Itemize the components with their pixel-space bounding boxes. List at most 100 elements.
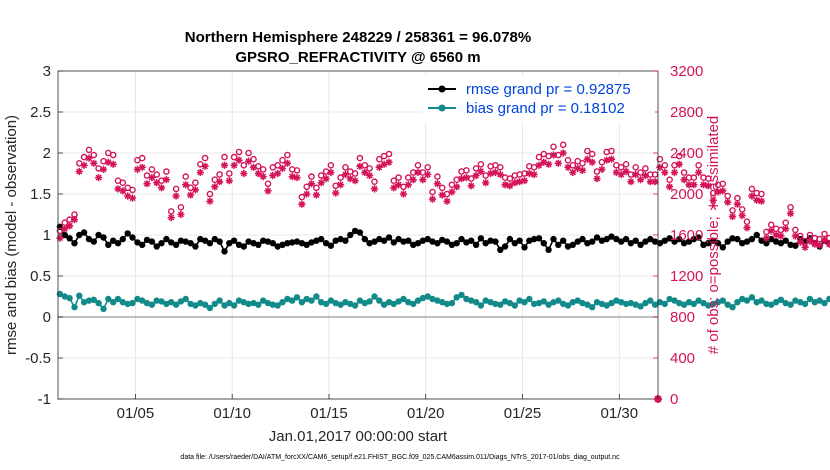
assimilated-point <box>661 168 669 177</box>
bias-point <box>540 298 547 305</box>
rmse-point <box>303 241 310 248</box>
assimilated-point <box>443 197 451 205</box>
rmse-point <box>318 235 325 243</box>
possible-point <box>763 228 770 236</box>
bias-point <box>487 299 494 306</box>
bias-point <box>380 301 388 308</box>
rmse-point <box>705 240 712 247</box>
y-right-tick-label: 2000 <box>670 186 703 203</box>
rmse-point <box>255 241 262 248</box>
rmse-point <box>593 234 601 241</box>
possible-point <box>221 153 228 161</box>
assimilated-point <box>114 185 122 193</box>
rmse-point <box>235 241 243 248</box>
rmse-point <box>100 234 107 241</box>
rmse-point <box>463 239 470 246</box>
possible-point <box>680 169 688 176</box>
bias-point <box>666 295 673 303</box>
assimilated-point <box>216 178 224 186</box>
possible-point <box>371 178 378 185</box>
bias-point <box>221 302 228 309</box>
rmse-point <box>158 240 165 247</box>
bias-point <box>124 300 131 308</box>
assimilated-point <box>395 181 403 189</box>
assimilated-point <box>646 178 654 186</box>
possible-point <box>230 153 238 161</box>
bias-point <box>211 300 218 308</box>
bias-point <box>264 299 272 307</box>
y-left-tick-label: 0 <box>43 309 51 326</box>
rmse-point <box>516 237 523 244</box>
bias-point <box>468 297 475 304</box>
rmse-point <box>540 240 547 247</box>
bias-point <box>782 299 789 307</box>
bias-point <box>279 299 286 306</box>
bias-point <box>322 300 330 308</box>
assimilated-point <box>351 177 359 185</box>
rmse-point <box>787 241 794 248</box>
possible-point <box>235 148 243 156</box>
rmse-point <box>351 227 359 235</box>
rmse-point <box>695 234 702 241</box>
rmse-point <box>598 237 606 244</box>
assimilated-point <box>99 165 108 173</box>
bias-point <box>603 302 610 309</box>
assimilated-point <box>598 165 606 173</box>
assimilated-point <box>578 166 587 174</box>
bias-point <box>361 299 368 307</box>
possible-point <box>206 190 214 198</box>
assimilated-point <box>767 227 775 235</box>
possible-point <box>395 174 402 181</box>
rmse-point <box>753 231 760 239</box>
bias-point <box>356 297 364 304</box>
assimilated-point <box>196 168 204 177</box>
x-tick-label: 01/20 <box>407 405 445 422</box>
bias-point <box>376 297 383 304</box>
possible-point <box>434 173 441 180</box>
assimilated-point <box>603 156 611 164</box>
rmse-point <box>192 243 199 250</box>
assimilated-point <box>414 168 422 177</box>
possible-point <box>642 165 649 172</box>
bias-point <box>80 299 88 306</box>
rmse-point <box>347 231 354 239</box>
assimilated-point <box>453 183 461 191</box>
y-left-tick-label: 0.5 <box>30 268 51 285</box>
bias-point <box>269 301 276 308</box>
assimilated-point <box>138 163 146 171</box>
bias-point <box>613 297 620 304</box>
rmse-point <box>424 235 431 243</box>
bias-point <box>414 297 422 304</box>
assimilated-point <box>307 180 316 188</box>
assimilated-point <box>109 160 117 168</box>
possible-point <box>167 208 175 215</box>
bias-point <box>419 294 426 302</box>
bias-point <box>690 300 697 308</box>
possible-point <box>274 161 282 169</box>
possible-point <box>622 160 630 168</box>
bias-point <box>637 303 644 310</box>
rmse-point <box>95 231 102 239</box>
bias-point <box>458 291 465 299</box>
rmse-point <box>555 241 562 248</box>
possible-point <box>153 171 160 178</box>
bias-point <box>129 299 136 307</box>
bias-point <box>216 297 223 304</box>
bias-point <box>206 304 214 312</box>
possible-point <box>748 185 756 193</box>
assimilated-point <box>337 181 345 189</box>
bias-point <box>100 305 107 312</box>
rmse-point <box>777 240 785 247</box>
assimilated-point <box>119 187 127 195</box>
assimilated-point <box>782 225 790 233</box>
rmse-point <box>371 238 378 245</box>
assimilated-point <box>709 196 717 204</box>
possible-point <box>584 147 591 155</box>
assimilated-point <box>66 222 74 230</box>
assimilated-point <box>617 170 625 179</box>
rmse-point <box>168 239 175 246</box>
rmse-point <box>666 235 673 242</box>
bias-point <box>71 304 78 311</box>
assimilated-point <box>762 234 770 242</box>
rmse-point <box>477 235 485 242</box>
